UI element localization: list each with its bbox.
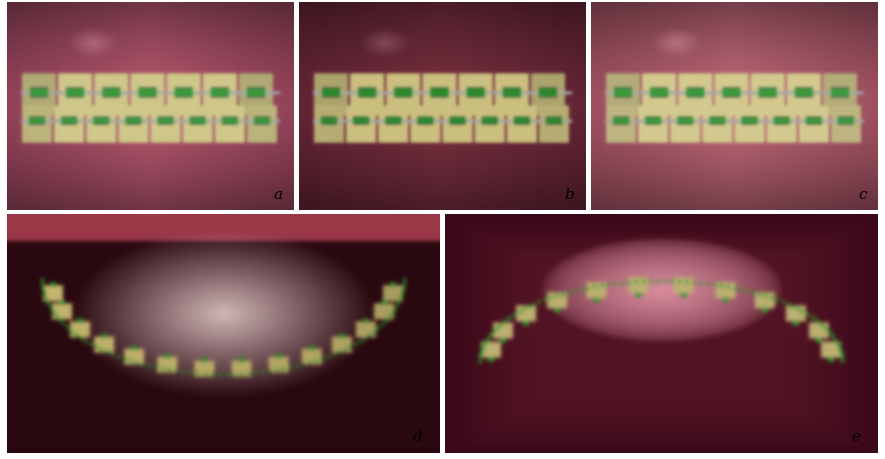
Text: b: b: [565, 188, 574, 202]
Text: e: e: [851, 430, 860, 444]
Text: d: d: [412, 430, 422, 444]
Text: c: c: [858, 188, 866, 202]
Text: a: a: [273, 188, 282, 202]
